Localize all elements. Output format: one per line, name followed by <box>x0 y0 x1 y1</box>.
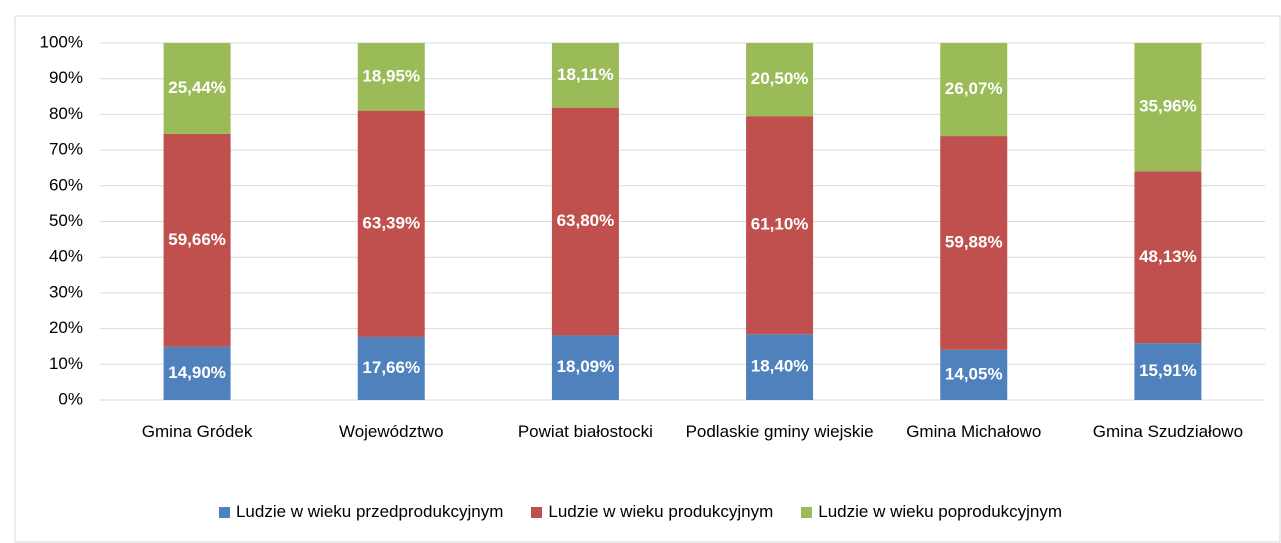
data-label: 18,95% <box>362 66 420 85</box>
bar-segment <box>357 336 425 400</box>
data-label: 25,44% <box>168 78 226 97</box>
y-tick-label: 80% <box>49 104 83 123</box>
data-label: 61,10% <box>751 215 809 234</box>
y-tick-label: 70% <box>49 140 83 159</box>
data-label: 14,90% <box>168 363 226 382</box>
legend-item: Ludzie w wieku produkcyjnym <box>531 502 773 522</box>
bar-segment <box>551 107 619 336</box>
x-tick-label: Gmina Szudziałowo <box>1092 422 1244 441</box>
data-label: 35,96% <box>1139 97 1197 116</box>
data-label: 63,80% <box>557 211 615 230</box>
bar-segment <box>163 43 231 134</box>
data-label: 15,91% <box>1139 361 1197 380</box>
bar-segment <box>1134 43 1202 172</box>
legend-label: Ludzie w wieku przedprodukcyjnym <box>235 502 504 521</box>
x-tick-label: Powiat białostocki <box>517 422 653 441</box>
bar-segment <box>940 349 1008 400</box>
x-tick-label: Gmina Michałowo <box>906 422 1042 441</box>
data-label: 20,50% <box>751 69 809 88</box>
y-tick-label: 100% <box>40 32 83 51</box>
bar-segment <box>940 43 1008 137</box>
bar-segment <box>357 110 425 337</box>
bar-segment <box>746 334 814 400</box>
bar-segment <box>746 43 814 117</box>
y-tick-label: 10% <box>49 354 83 373</box>
bar-segment <box>551 43 619 108</box>
x-tick-label: Gmina Gródek <box>141 422 253 441</box>
legend-swatch <box>531 506 543 518</box>
legend: Ludzie w wieku przedprodukcyjnym Ludzie w… <box>0 502 1281 522</box>
y-tick-label: 60% <box>49 175 83 194</box>
data-label: 14,05% <box>945 364 1003 383</box>
data-label: 18,40% <box>751 357 809 376</box>
legend-swatch <box>801 506 813 518</box>
data-label: 18,11% <box>557 65 614 84</box>
data-label: 59,66% <box>168 230 226 249</box>
bar-segment <box>746 116 814 335</box>
bar-segment <box>163 133 231 347</box>
y-tick-label: 90% <box>49 68 83 87</box>
bar-segment <box>551 335 619 400</box>
legend-label: Ludzie w wieku produkcyjnym <box>548 502 774 521</box>
x-tick-label: Województwo <box>338 422 444 441</box>
bar-segment <box>1134 171 1202 344</box>
data-label: 63,39% <box>362 213 420 232</box>
bar-segment <box>357 43 425 111</box>
x-tick-label: Podlaskie gminy wiejskie <box>685 422 874 441</box>
y-tick-label: 40% <box>49 247 83 266</box>
legend-swatch <box>218 506 230 518</box>
bar-segment <box>940 136 1008 350</box>
y-tick-label: 20% <box>49 318 83 337</box>
y-tick-label: 0% <box>58 389 83 408</box>
data-label: 48,13% <box>1139 247 1197 266</box>
legend-label: Ludzie w wieku poprodukcyjnym <box>818 502 1063 521</box>
data-label: 17,66% <box>362 358 420 377</box>
data-label: 59,88% <box>945 232 1003 251</box>
y-tick-label: 30% <box>49 282 83 301</box>
data-label: 18,09% <box>557 357 615 376</box>
data-label: 26,07% <box>945 79 1003 98</box>
legend-item: Ludzie w wieku przedprodukcyjnym <box>218 502 504 522</box>
bar-segment <box>163 346 231 400</box>
bar-segment <box>1134 343 1202 400</box>
legend-item: Ludzie w wieku poprodukcyjnym <box>801 502 1062 522</box>
y-tick-label: 50% <box>49 211 83 230</box>
chart-border <box>14 15 1281 543</box>
